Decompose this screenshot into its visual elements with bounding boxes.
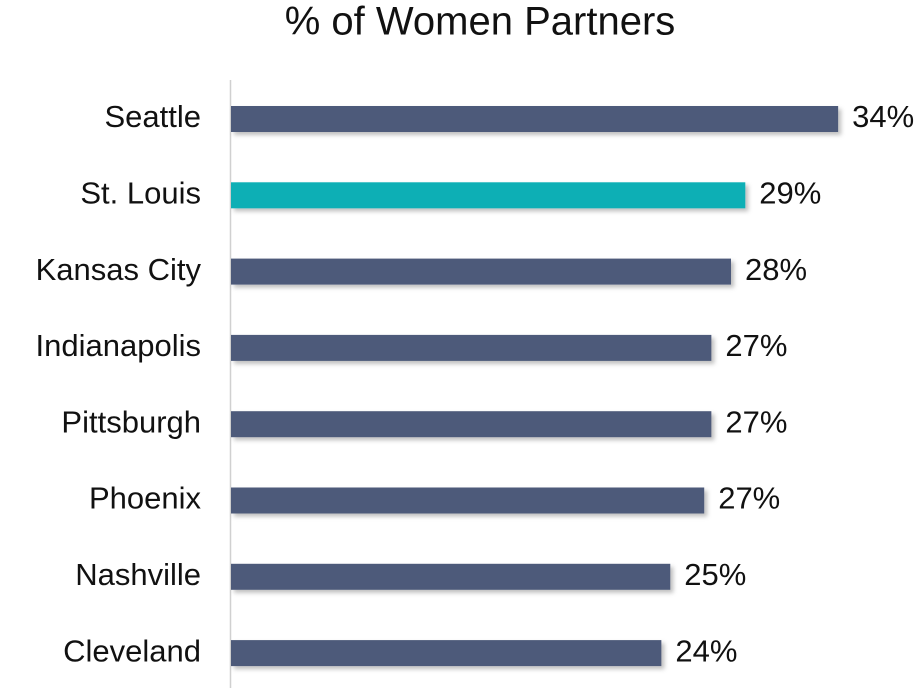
y-tick-label: Cleveland: [63, 633, 201, 668]
bar: [231, 487, 705, 514]
y-tick-label: Pittsburgh: [61, 404, 201, 439]
value-label: 34%: [852, 99, 914, 134]
y-tick-label: Nashville: [75, 557, 201, 592]
value-label: 27%: [725, 404, 787, 439]
chart-title: % of Women Partners: [285, 0, 676, 44]
bar: [231, 411, 712, 438]
y-tick-label: Kansas City: [36, 252, 202, 287]
value-label: 25%: [684, 557, 746, 592]
bar: [231, 182, 746, 209]
y-tick-label: Phoenix: [89, 481, 202, 516]
value-label: 27%: [718, 481, 780, 516]
bar: [231, 258, 731, 285]
value-label: 28%: [745, 252, 807, 287]
value-label: 27%: [725, 328, 787, 363]
y-tick-label: St. Louis: [80, 175, 201, 210]
y-tick-label: Seattle: [104, 99, 201, 134]
bar: [231, 640, 662, 667]
value-label: 24%: [675, 633, 737, 668]
y-tick-label: Indianapolis: [36, 328, 201, 363]
bar: [231, 563, 671, 590]
bar: [231, 334, 712, 361]
bar: [231, 106, 839, 132]
value-label: 29%: [759, 175, 821, 210]
